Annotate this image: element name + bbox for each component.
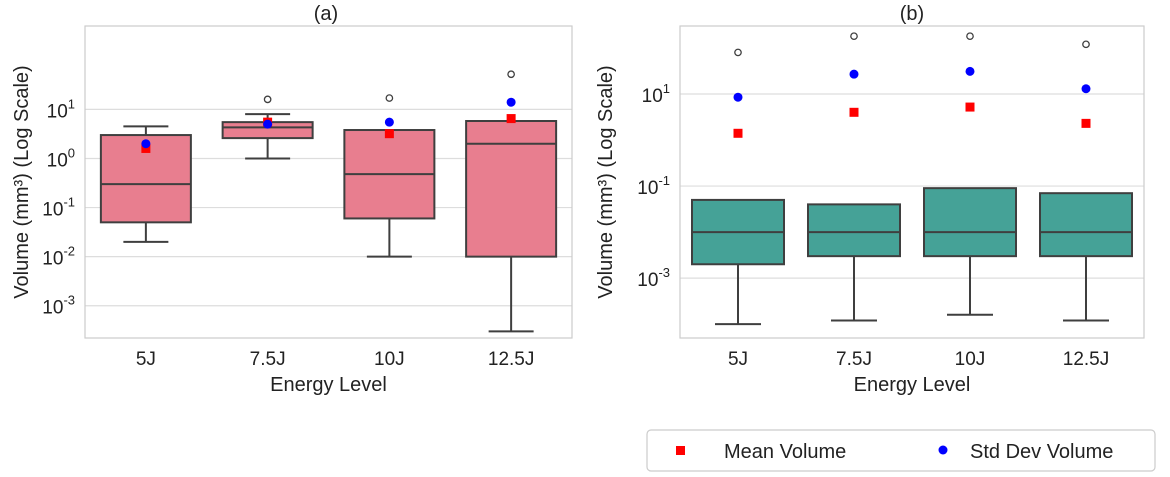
panel-title: (b) (900, 3, 924, 25)
box-12.5J (465, 120, 558, 258)
mean-marker (1081, 118, 1091, 128)
y-tick-label: 101 (642, 81, 670, 107)
std-marker (141, 139, 151, 149)
legend: Mean Volume Std Dev Volume (646, 429, 1156, 472)
x-tick-label: 12.5J (488, 349, 534, 370)
outlier-point (385, 94, 394, 102)
std-marker (384, 117, 394, 127)
mean-marker (965, 102, 975, 112)
outlier-point (507, 70, 515, 79)
legend-frame (646, 429, 1156, 472)
legend-std-marker (938, 445, 948, 455)
x-tick-label: 12.5J (1063, 349, 1109, 370)
plot-frame (84, 25, 573, 339)
y-tick-label: 101 (47, 96, 75, 122)
y-tick-label: 10-2 (42, 244, 75, 270)
y-tick-label: 100 (47, 145, 75, 171)
x-tick-label: 10J (374, 349, 405, 370)
legend-mean-marker (676, 446, 685, 455)
mean-marker (733, 128, 743, 138)
plot-frame (679, 25, 1145, 339)
x-tick-label: 5J (136, 349, 156, 370)
y-axis-title: Volume (mm³) (Log Scale) (11, 65, 33, 298)
y-tick-label: 10-3 (637, 265, 670, 291)
panel-a: 10-3 10-2 10-1 100 101 5J 7.5J 10J 12.5J Energy L… (11, 3, 573, 396)
mean-marker (141, 143, 151, 153)
std-marker (849, 69, 859, 79)
outlier-point (734, 48, 742, 57)
y-axis-title: Volume (mm³) (Log Scale) (595, 65, 617, 298)
x-axis-title: Energy Level (854, 374, 971, 396)
std-marker (965, 66, 975, 76)
x-tick-label: 10J (955, 349, 986, 370)
outlier-point (850, 32, 858, 41)
legend-std-label: Std Dev Volume (970, 441, 1113, 463)
mean-marker (506, 114, 516, 124)
box-12.5J (1039, 192, 1133, 258)
std-marker (263, 119, 273, 129)
legend-mean-label: Mean Volume (724, 441, 846, 463)
mean-marker (384, 129, 394, 139)
panel-b: 10-3 10-1 101 5J 7.5J 10J 12.5J Energy Level Vol… (595, 3, 1145, 396)
y-tick-label: 10-1 (637, 173, 670, 199)
outlier-point (263, 95, 272, 104)
box-10J (923, 187, 1017, 258)
outlier-point (966, 32, 974, 41)
mean-marker (849, 107, 859, 117)
outlier-point (1082, 40, 1090, 49)
y-tick-label: 10-3 (42, 293, 75, 319)
x-tick-label: 7.5J (250, 349, 286, 370)
std-marker (506, 97, 516, 107)
x-tick-label: 7.5J (836, 349, 872, 370)
x-tick-label: 5J (728, 349, 748, 370)
panel-title: (a) (314, 3, 338, 25)
box-7.5J (807, 203, 901, 258)
y-tick-label: 10-1 (42, 195, 75, 221)
std-marker (733, 92, 743, 102)
std-marker (1081, 84, 1091, 94)
x-axis-title: Energy Level (270, 374, 387, 396)
